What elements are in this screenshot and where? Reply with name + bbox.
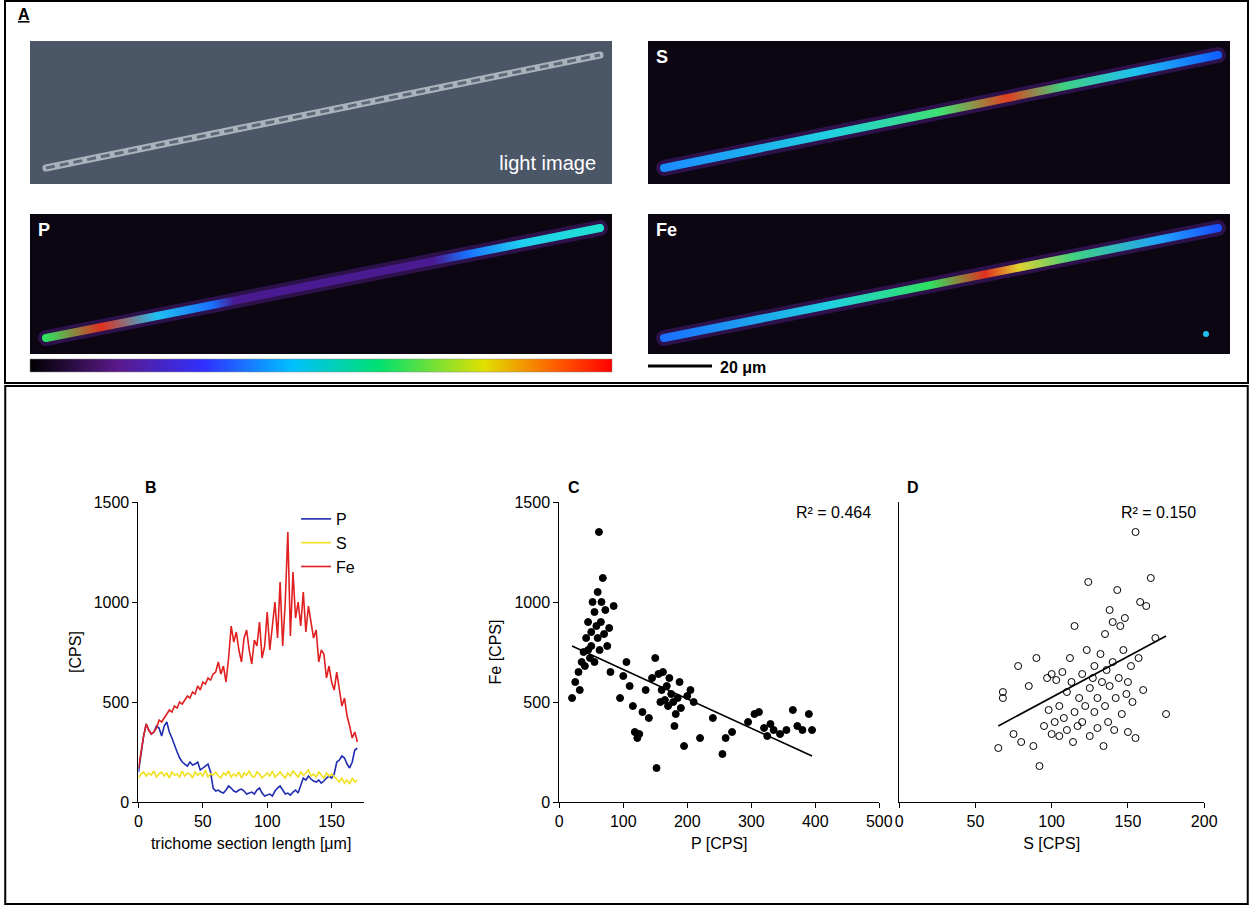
svg-text:A: A <box>18 6 30 23</box>
svg-text:500: 500 <box>866 813 893 830</box>
svg-text:D: D <box>907 479 919 496</box>
svg-text:200: 200 <box>674 813 701 830</box>
svg-text:100: 100 <box>254 813 281 830</box>
svg-text:P: P <box>38 220 50 240</box>
svg-text:300: 300 <box>738 813 765 830</box>
svg-text:P [CPS]: P [CPS] <box>691 835 748 852</box>
svg-text:[CPS]: [CPS] <box>67 631 84 673</box>
svg-text:0: 0 <box>895 813 904 830</box>
svg-text:Fe: Fe <box>656 220 677 240</box>
svg-text:S [CPS]: S [CPS] <box>1023 835 1080 852</box>
svg-text:0: 0 <box>555 813 564 830</box>
svg-text:150: 150 <box>1115 813 1142 830</box>
svg-text:400: 400 <box>802 813 829 830</box>
svg-text:C: C <box>568 479 580 496</box>
svg-text:200: 200 <box>1191 813 1218 830</box>
svg-text:1000: 1000 <box>514 594 550 611</box>
svg-text:1500: 1500 <box>94 494 130 511</box>
svg-text:100: 100 <box>1038 813 1065 830</box>
svg-text:S: S <box>656 47 668 67</box>
svg-text:R² = 0.464: R² = 0.464 <box>796 504 871 521</box>
svg-text:S: S <box>336 535 347 552</box>
svg-text:light image: light image <box>499 152 596 174</box>
svg-text:150: 150 <box>318 813 345 830</box>
svg-text:0: 0 <box>541 794 550 811</box>
svg-text:0: 0 <box>120 794 129 811</box>
svg-text:0: 0 <box>134 813 143 830</box>
svg-text:R² = 0.150: R² = 0.150 <box>1121 504 1196 521</box>
svg-text:500: 500 <box>103 694 130 711</box>
svg-text:1000: 1000 <box>94 594 130 611</box>
svg-text:trichome section length [μm]: trichome section length [μm] <box>151 835 351 852</box>
svg-text:1500: 1500 <box>514 494 550 511</box>
svg-text:50: 50 <box>194 813 212 830</box>
svg-text:500: 500 <box>523 694 550 711</box>
svg-text:20 μm: 20 μm <box>720 359 766 376</box>
svg-text:B: B <box>145 479 157 496</box>
svg-text:100: 100 <box>610 813 637 830</box>
svg-text:Fe: Fe <box>336 559 355 576</box>
svg-text:P: P <box>336 511 347 528</box>
svg-text:Fe [CPS]: Fe [CPS] <box>487 620 504 685</box>
svg-text:50: 50 <box>967 813 985 830</box>
